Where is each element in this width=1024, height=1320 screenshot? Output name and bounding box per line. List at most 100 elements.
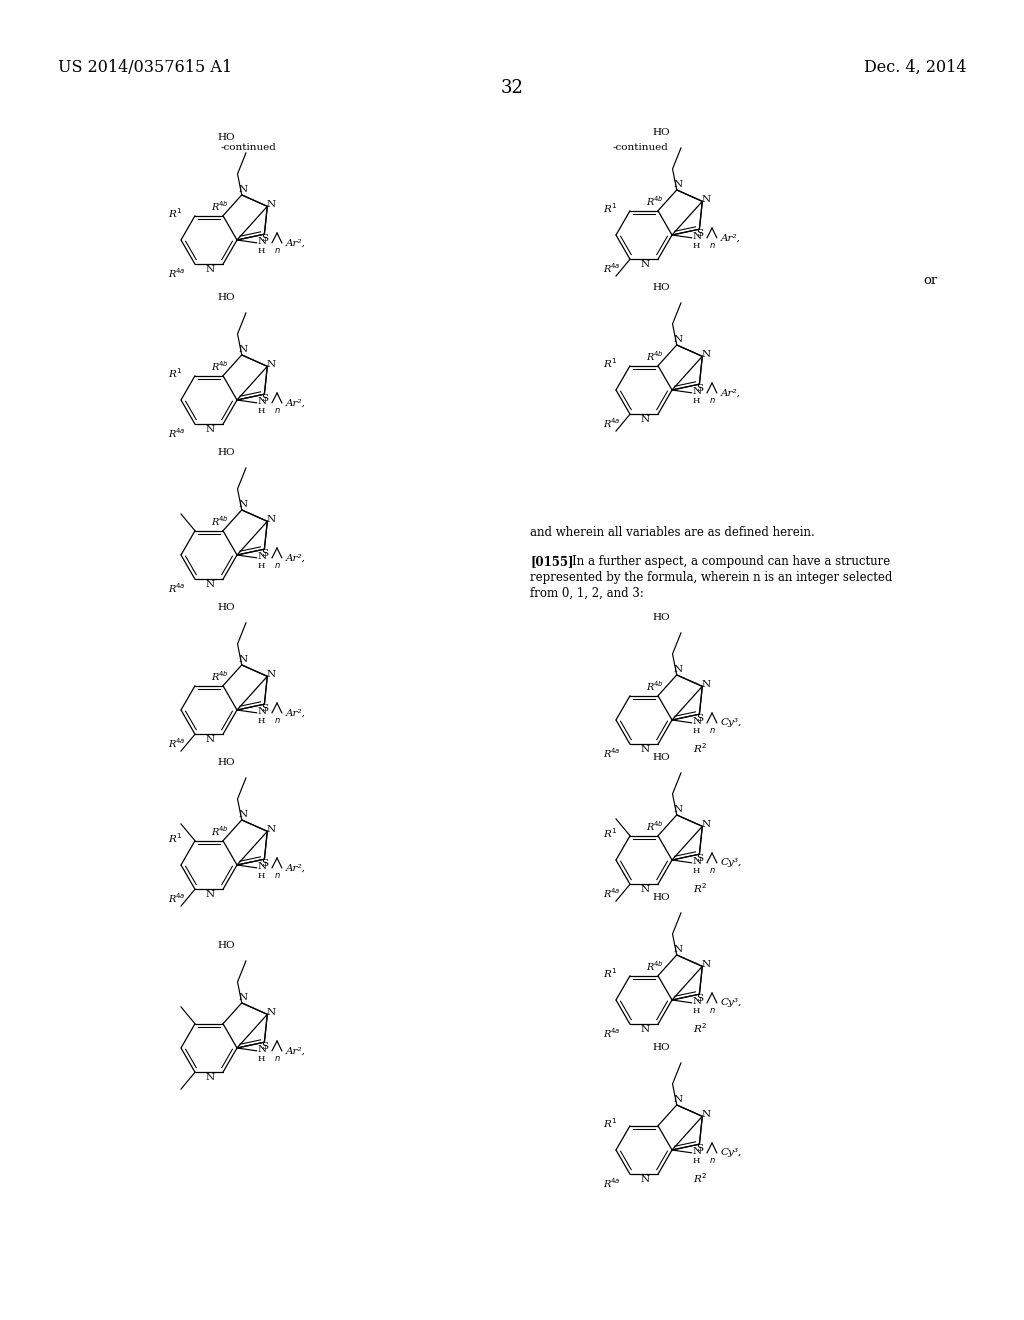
Text: S: S bbox=[261, 234, 268, 243]
Text: HO: HO bbox=[652, 282, 670, 292]
Text: N: N bbox=[693, 997, 702, 1006]
Text: S: S bbox=[696, 228, 702, 238]
Text: $n$: $n$ bbox=[710, 396, 716, 405]
Text: S: S bbox=[696, 994, 702, 1003]
Text: H: H bbox=[693, 397, 700, 405]
Text: R$^{4a}$: R$^{4a}$ bbox=[602, 1026, 621, 1040]
Text: R$^1$: R$^1$ bbox=[168, 366, 182, 380]
Text: S: S bbox=[261, 549, 268, 558]
Text: R$^1$: R$^1$ bbox=[603, 201, 617, 215]
Text: S: S bbox=[696, 854, 702, 863]
Text: R$^{4b}$: R$^{4b}$ bbox=[211, 513, 229, 528]
Text: N: N bbox=[267, 515, 276, 524]
Text: $n$: $n$ bbox=[274, 871, 281, 880]
Text: R$^{4b}$: R$^{4b}$ bbox=[211, 669, 229, 682]
Text: $n$: $n$ bbox=[274, 407, 281, 414]
Text: S: S bbox=[261, 393, 268, 403]
Text: N: N bbox=[206, 425, 215, 434]
Text: Dec. 4, 2014: Dec. 4, 2014 bbox=[863, 58, 966, 75]
Text: N: N bbox=[239, 185, 248, 194]
Text: N: N bbox=[239, 994, 248, 1002]
Text: Cy³,: Cy³, bbox=[721, 718, 742, 727]
Text: Ar²,: Ar², bbox=[286, 239, 306, 247]
Text: N: N bbox=[674, 1096, 683, 1105]
Text: N: N bbox=[641, 1024, 650, 1034]
Text: R$^1$: R$^1$ bbox=[603, 356, 617, 370]
Text: Ar²,: Ar², bbox=[286, 399, 306, 408]
Text: HO: HO bbox=[652, 894, 670, 902]
Text: N: N bbox=[267, 671, 276, 680]
Text: HO: HO bbox=[217, 133, 234, 143]
Text: $n$: $n$ bbox=[274, 246, 281, 255]
Text: H: H bbox=[258, 1055, 265, 1063]
Text: N: N bbox=[258, 1045, 267, 1053]
Text: $n$: $n$ bbox=[710, 726, 716, 735]
Text: $n$: $n$ bbox=[710, 866, 716, 875]
Text: $n$: $n$ bbox=[710, 1156, 716, 1166]
Text: N: N bbox=[206, 735, 215, 743]
Text: $n$: $n$ bbox=[710, 1006, 716, 1015]
Text: R$^{4a}$: R$^{4a}$ bbox=[602, 746, 621, 759]
Text: R$^{4b}$: R$^{4b}$ bbox=[646, 818, 665, 833]
Text: R$^{4b}$: R$^{4b}$ bbox=[211, 824, 229, 838]
Text: N: N bbox=[702, 195, 711, 205]
Text: R$^{4a}$: R$^{4a}$ bbox=[602, 886, 621, 899]
Text: R$^{4a}$: R$^{4a}$ bbox=[168, 891, 185, 904]
Text: H: H bbox=[693, 867, 700, 875]
Text: R$^{4a}$: R$^{4a}$ bbox=[168, 581, 185, 594]
Text: from 0, 1, 2, and 3:: from 0, 1, 2, and 3: bbox=[530, 587, 644, 601]
Text: H: H bbox=[693, 1007, 700, 1015]
Text: HO: HO bbox=[217, 941, 234, 950]
Text: R$^{4b}$: R$^{4b}$ bbox=[211, 359, 229, 372]
Text: Cy³,: Cy³, bbox=[721, 858, 742, 867]
Text: Ar²,: Ar², bbox=[286, 1047, 306, 1055]
Text: S: S bbox=[261, 859, 268, 867]
Text: N: N bbox=[258, 862, 267, 871]
Text: Ar²,: Ar², bbox=[286, 709, 306, 717]
Text: or: or bbox=[923, 273, 937, 286]
Text: Cy³,: Cy³, bbox=[721, 1148, 742, 1158]
Text: H: H bbox=[258, 407, 265, 416]
Text: HO: HO bbox=[217, 447, 234, 457]
Text: -continued: -continued bbox=[220, 144, 275, 153]
Text: N: N bbox=[693, 1147, 702, 1156]
Text: N: N bbox=[674, 335, 683, 345]
Text: R$^2$: R$^2$ bbox=[693, 880, 707, 895]
Text: N: N bbox=[674, 181, 683, 189]
Text: N: N bbox=[267, 360, 276, 370]
Text: N: N bbox=[641, 414, 650, 424]
Text: N: N bbox=[267, 201, 276, 210]
Text: N: N bbox=[693, 232, 702, 240]
Text: N: N bbox=[702, 961, 711, 969]
Text: R$^{4b}$: R$^{4b}$ bbox=[646, 348, 665, 363]
Text: HO: HO bbox=[652, 612, 670, 622]
Text: N: N bbox=[674, 945, 683, 954]
Text: N: N bbox=[206, 579, 215, 589]
Text: N: N bbox=[693, 717, 702, 726]
Text: and wherein all variables are as defined herein.: and wherein all variables are as defined… bbox=[530, 525, 815, 539]
Text: HO: HO bbox=[217, 293, 234, 302]
Text: HO: HO bbox=[217, 603, 234, 612]
Text: S: S bbox=[261, 1041, 268, 1051]
Text: N: N bbox=[702, 680, 711, 689]
Text: N: N bbox=[258, 708, 267, 715]
Text: N: N bbox=[641, 1175, 650, 1184]
Text: N: N bbox=[239, 810, 248, 820]
Text: 32: 32 bbox=[501, 79, 523, 96]
Text: represented by the formula, wherein n is an integer selected: represented by the formula, wherein n is… bbox=[530, 572, 892, 583]
Text: N: N bbox=[267, 1008, 276, 1018]
Text: R$^1$: R$^1$ bbox=[603, 966, 617, 979]
Text: US 2014/0357615 A1: US 2014/0357615 A1 bbox=[58, 58, 232, 75]
Text: H: H bbox=[693, 727, 700, 735]
Text: R$^1$: R$^1$ bbox=[603, 1115, 617, 1130]
Text: N: N bbox=[674, 665, 683, 675]
Text: N: N bbox=[206, 265, 215, 273]
Text: Ar²,: Ar², bbox=[721, 234, 741, 243]
Text: S: S bbox=[696, 1144, 702, 1152]
Text: S: S bbox=[696, 384, 702, 393]
Text: N: N bbox=[239, 656, 248, 664]
Text: R$^{4b}$: R$^{4b}$ bbox=[211, 199, 229, 213]
Text: $n$: $n$ bbox=[274, 1055, 281, 1063]
Text: N: N bbox=[641, 260, 650, 269]
Text: R$^{4a}$: R$^{4a}$ bbox=[168, 265, 185, 280]
